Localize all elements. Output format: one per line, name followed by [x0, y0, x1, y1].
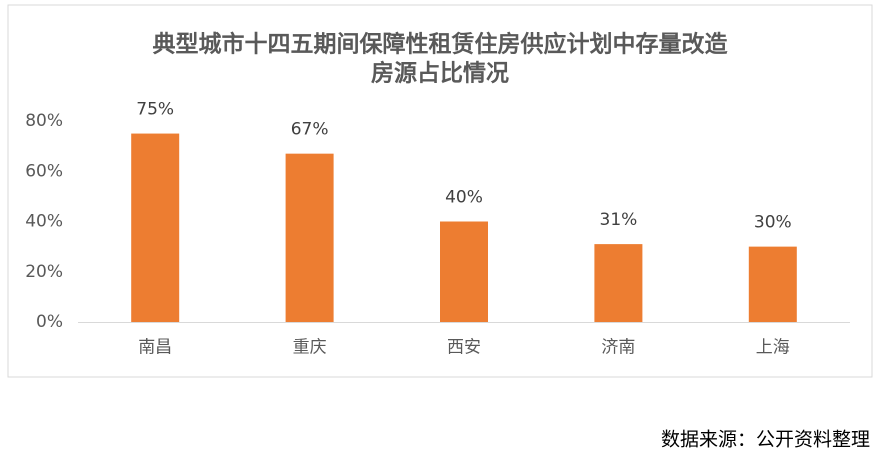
- chart-title: 典型城市十四五期间保障性租赁住房供应计划中存量改造: [153, 31, 729, 58]
- value-label: 75%: [136, 100, 174, 120]
- value-label: 40%: [445, 188, 483, 208]
- x-tick-label: 济南: [601, 338, 635, 358]
- value-label: 67%: [291, 120, 329, 140]
- x-tick-label: 西安: [447, 338, 481, 358]
- y-tick-label: 20%: [25, 262, 63, 282]
- bar: [748, 246, 797, 322]
- chart-title: 房源占比情况: [371, 60, 509, 87]
- y-tick-label: 0%: [36, 312, 63, 332]
- bar: [594, 244, 643, 322]
- y-tick-label: 40%: [25, 212, 63, 232]
- y-tick-label: 60%: [25, 161, 63, 181]
- bar: [285, 153, 334, 322]
- value-label: 30%: [754, 213, 792, 233]
- bar: [440, 221, 488, 322]
- x-tick-label: 南昌: [138, 338, 172, 358]
- source-note: 数据来源：公开资料整理: [661, 429, 870, 451]
- y-tick-label: 80%: [25, 111, 63, 131]
- x-tick-label: 上海: [756, 338, 790, 358]
- bar: [131, 133, 180, 322]
- value-label: 31%: [600, 210, 638, 230]
- x-tick-label: 重庆: [293, 338, 327, 358]
